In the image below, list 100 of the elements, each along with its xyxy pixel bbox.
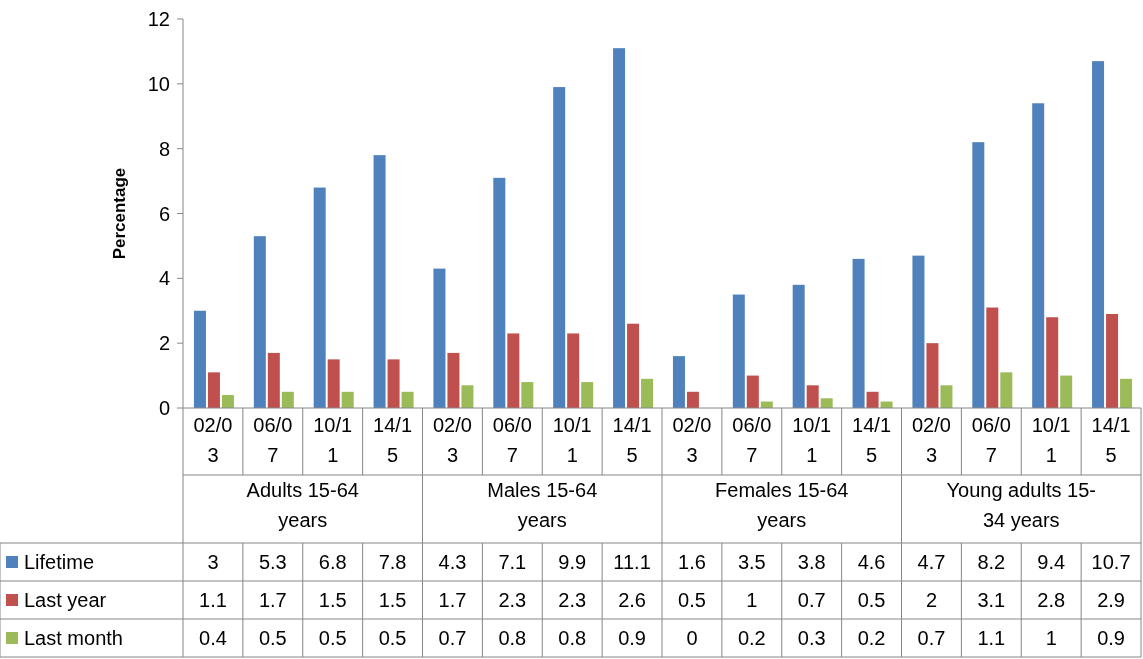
text: Young adults 15-34 years (946, 479, 1096, 531)
data-label: 5.3 (258, 551, 287, 573)
bar (986, 307, 999, 408)
data-label: 1.1 (977, 627, 1006, 649)
data-label: 0.2 (737, 627, 766, 649)
bar (253, 236, 266, 408)
bar (627, 323, 640, 408)
bar (912, 255, 925, 408)
data-label: 0.5 (678, 589, 706, 611)
bar (926, 343, 939, 408)
data-label: 7.8 (378, 551, 407, 573)
data-label: 3.1 (977, 589, 1006, 611)
bar (820, 398, 833, 408)
data-label: 2.8 (1037, 589, 1066, 611)
bar (567, 333, 580, 408)
y-axis-title: Percentage (110, 167, 129, 260)
x-tick-label: 02/03 (911, 414, 951, 466)
bar (1120, 378, 1133, 408)
y-tick-label: 8 (158, 137, 170, 160)
y-tick-label: 4 (158, 267, 170, 290)
data-label: 3.5 (737, 551, 766, 573)
data-label: 10.7 (1091, 551, 1131, 573)
bar (387, 359, 400, 408)
x-tick-label: 02/03 (193, 414, 233, 466)
data-label: 1.5 (378, 589, 407, 611)
data-label: 0 (686, 627, 698, 649)
data-label: 0.7 (438, 627, 467, 649)
y-tick-label: 6 (158, 202, 170, 225)
data-label: 1.7 (438, 589, 467, 611)
bar (373, 155, 386, 408)
data-label: 2.6 (618, 589, 646, 611)
bar (341, 391, 354, 408)
bar (433, 268, 446, 408)
bar (1060, 375, 1073, 408)
bar (327, 359, 340, 408)
bar (672, 356, 685, 408)
bar (1106, 313, 1119, 408)
data-label: 1.6 (678, 551, 706, 573)
bar (972, 142, 985, 408)
data-label: 1 (1045, 627, 1057, 649)
data-label: 0.5 (378, 627, 407, 649)
data-label: 2.3 (558, 589, 587, 611)
data-label: 9.9 (558, 551, 587, 573)
data-label: 0.5 (318, 627, 347, 649)
bar (852, 258, 865, 408)
bar (792, 284, 805, 408)
data-label: 0.5 (857, 589, 886, 611)
data-label: 7.1 (498, 551, 527, 573)
bar (806, 385, 819, 408)
bar (447, 352, 460, 408)
x-tick-label: 14/15 (852, 414, 892, 466)
data-label: 0.3 (797, 627, 826, 649)
text: Females 15-64 years (715, 479, 849, 531)
bar (686, 391, 699, 408)
data-label: 4.3 (438, 551, 467, 573)
x-tick-label: 14/15 (373, 414, 413, 466)
bar (401, 391, 414, 408)
legend-label: Lifetime (24, 551, 95, 573)
bar (553, 87, 566, 408)
bar (1092, 61, 1105, 408)
data-label: 0.5 (258, 627, 287, 649)
data-label: 2.9 (1097, 589, 1125, 611)
bar (732, 294, 745, 408)
x-tick-label: 06/07 (732, 414, 772, 466)
data-label: 9.4 (1037, 551, 1066, 573)
bar (521, 382, 534, 408)
bar (313, 187, 326, 408)
data-label: 3.8 (797, 551, 826, 573)
data-label: 3 (207, 551, 219, 573)
x-tick-label: 06/07 (971, 414, 1011, 466)
bar (746, 375, 759, 408)
x-tick-label: 02/03 (432, 414, 472, 466)
data-label: 4.6 (857, 551, 886, 573)
data-label: 0.7 (797, 589, 826, 611)
x-tick-label: 14/15 (612, 414, 652, 466)
y-tick-label: 12 (147, 8, 170, 30)
data-label: 2.3 (498, 589, 527, 611)
data-label: 6.8 (318, 551, 347, 573)
data-label: 1 (746, 589, 758, 611)
data-label: 0.4 (199, 627, 227, 649)
x-tick-label: 06/07 (253, 414, 293, 466)
data-label: 0.9 (618, 627, 646, 649)
bar (1032, 103, 1045, 408)
text: Males 15-64 years (487, 479, 598, 531)
text: Adults 15-64 years (246, 479, 359, 531)
bar (507, 333, 520, 408)
x-tick-label: 10/11 (1031, 414, 1071, 466)
x-tick-label: 10/11 (792, 414, 832, 466)
bar (461, 385, 474, 408)
x-tick-label: 10/11 (313, 414, 353, 466)
data-label: 1.7 (258, 589, 287, 611)
bar (581, 382, 594, 408)
y-tick-label: 10 (147, 72, 170, 95)
data-label: 0.8 (558, 627, 587, 649)
data-label: 11.1 (613, 551, 651, 573)
data-label: 0.9 (1097, 627, 1125, 649)
y-tick-label: 0 (158, 397, 170, 419)
data-label: 4.7 (917, 551, 946, 573)
bar (221, 395, 234, 408)
bar (207, 372, 220, 408)
